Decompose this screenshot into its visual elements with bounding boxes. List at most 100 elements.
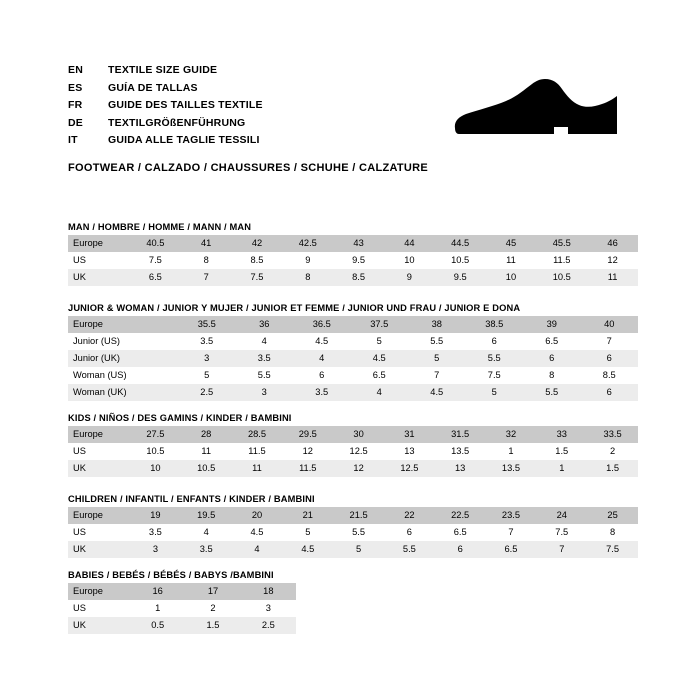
- language-label: GUIDE DES TAILLES TEXTILE: [108, 99, 263, 111]
- column-header-cell: 38.5: [465, 316, 523, 333]
- size-cell: 5.5: [465, 350, 523, 367]
- section-title: KIDS / NIÑOS / DES GAMINS / KINDER / BAM…: [68, 413, 292, 423]
- size-cell: 10: [485, 269, 537, 286]
- size-cell: 8: [282, 269, 334, 286]
- size-cell: 4: [235, 333, 293, 350]
- column-header-cell: 25: [587, 507, 638, 524]
- size-cell: 4: [293, 350, 351, 367]
- size-cell: 7: [580, 333, 638, 350]
- size-cell: 11.5: [282, 460, 334, 477]
- section-title: BABIES / BEBÉS / BÉBÉS / BABYS /BAMBINI: [68, 570, 274, 580]
- size-cell: 12.5: [383, 460, 435, 477]
- column-header-cell: 46: [587, 235, 638, 252]
- language-row: EN TEXTILE SIZE GUIDE: [68, 64, 448, 82]
- column-header-cell: 38: [408, 316, 466, 333]
- row-label: UK: [68, 269, 130, 286]
- size-cell: 13: [383, 443, 435, 460]
- size-cell: 3.5: [293, 384, 351, 401]
- column-header-cell: 21: [282, 507, 334, 524]
- size-cell: 13.5: [485, 460, 537, 477]
- size-section-junior-woman: JUNIOR & WOMAN / JUNIOR Y MUJER / JUNIOR…: [68, 303, 638, 401]
- column-header-cell: 29.5: [282, 426, 334, 443]
- table-header-row: Europe 40.5 41 42 42.5 43 44 44.5 45 45.5 46: [68, 235, 638, 252]
- size-cell: 6.5: [485, 541, 537, 558]
- size-cell: 6: [465, 333, 523, 350]
- section-title: JUNIOR & WOMAN / JUNIOR Y MUJER / JUNIOR…: [68, 303, 521, 313]
- language-row: ES GUÍA DE TALLAS: [68, 82, 448, 100]
- table-header-row: Europe 19 19.5 20 21 21.5 22 22.5 23.5 24 25: [68, 507, 638, 524]
- language-code: ES: [68, 81, 83, 94]
- size-cell: 6: [523, 350, 581, 367]
- size-cell: 7: [536, 541, 588, 558]
- table-row: Woman (UK) 2.5 3 3.5 4 4.5 5 5.5 6: [68, 384, 638, 401]
- language-label: GUÍA DE TALLAS: [108, 81, 198, 94]
- size-cell: 2: [587, 443, 638, 460]
- column-header-cell: 30: [333, 426, 384, 443]
- size-section-children: CHILDREN / INFANTIL / ENFANTS / KINDER /…: [68, 494, 638, 558]
- table-header-row: Europe 27.5 28 28.5 29.5 30 31 31.5 32 33 33.5: [68, 426, 638, 443]
- size-cell: 2.5: [240, 617, 296, 634]
- column-header-cell: 28.5: [231, 426, 283, 443]
- size-cell: 11: [485, 252, 537, 269]
- size-cell: 4: [231, 541, 283, 558]
- size-cell: 5.5: [408, 333, 466, 350]
- size-cell: 5.5: [333, 524, 384, 541]
- size-cell: 5: [333, 541, 384, 558]
- table-row: US 7.5 8 8.5 9 9.5 10 10.5 11 11.5 12: [68, 252, 638, 269]
- size-cell: 7.5: [231, 269, 283, 286]
- row-label: Woman (UK): [68, 384, 178, 401]
- size-cell: 5.5: [235, 367, 293, 384]
- size-section-man: MAN / HOMBRE / HOMME / MANN / MAN Europe 4…: [68, 222, 638, 286]
- column-header-cell: 35.5: [178, 316, 236, 333]
- column-header-cell: 42: [231, 235, 283, 252]
- table-header-row: Europe 16 17 18: [68, 583, 296, 600]
- size-cell: 4: [350, 384, 408, 401]
- size-cell: 12: [282, 443, 334, 460]
- size-cell: 8.5: [580, 367, 638, 384]
- row-label: UK: [68, 617, 130, 634]
- size-cell: 5: [350, 333, 408, 350]
- size-section-babies: BABIES / BEBÉS / BÉBÉS / BABYS /BAMBINI E…: [68, 570, 638, 634]
- row-label: Europe: [68, 426, 130, 443]
- row-label: Europe: [68, 316, 178, 333]
- column-header-cell: 39: [523, 316, 581, 333]
- language-code: FR: [68, 99, 83, 111]
- table-row: Woman (US) 5 5.5 6 6.5 7 7.5 8 8.5: [68, 367, 638, 384]
- size-cell: 11: [180, 443, 232, 460]
- size-cell: 8: [180, 252, 232, 269]
- row-label: Woman (US): [68, 367, 178, 384]
- size-cell: 10.5: [130, 443, 181, 460]
- row-label: US: [68, 443, 130, 460]
- size-cell: 4.5: [350, 350, 408, 367]
- column-header-cell: 23.5: [485, 507, 537, 524]
- size-cell: 4: [180, 524, 232, 541]
- size-cell: 3.5: [130, 524, 181, 541]
- size-cell: 11: [231, 460, 283, 477]
- size-cell: 8: [587, 524, 638, 541]
- row-label: Europe: [68, 583, 130, 600]
- row-label: US: [68, 600, 130, 617]
- size-cell: 1.5: [587, 460, 638, 477]
- language-label: TEXTILGRÖßENFÜHRUNG: [108, 116, 246, 129]
- size-cell: 10: [383, 252, 435, 269]
- size-cell: 1: [485, 443, 537, 460]
- row-label: Europe: [68, 235, 130, 252]
- size-cell: 10.5: [536, 269, 588, 286]
- size-cell: 1.5: [536, 443, 588, 460]
- size-cell: 1.5: [185, 617, 241, 634]
- size-cell: 6.5: [350, 367, 408, 384]
- size-cell: 5: [282, 524, 334, 541]
- column-header-cell: 40: [580, 316, 638, 333]
- column-header-cell: 37.5: [350, 316, 408, 333]
- table-row: Junior (UK) 3 3.5 4 4.5 5 5.5 6 6: [68, 350, 638, 367]
- table-row: US 1 2 3: [68, 600, 296, 617]
- language-label: GUIDA ALLE TAGLIE TESSILI: [108, 134, 260, 146]
- size-cell: 7: [485, 524, 537, 541]
- size-cell: 4.5: [282, 541, 334, 558]
- size-section-kids: KIDS / NIÑOS / DES GAMINS / KINDER / BAM…: [68, 413, 638, 477]
- column-header-cell: 31.5: [434, 426, 486, 443]
- row-label: US: [68, 252, 130, 269]
- column-header-cell: 43: [333, 235, 384, 252]
- column-header-cell: 19.5: [180, 507, 232, 524]
- column-header-cell: 28: [180, 426, 232, 443]
